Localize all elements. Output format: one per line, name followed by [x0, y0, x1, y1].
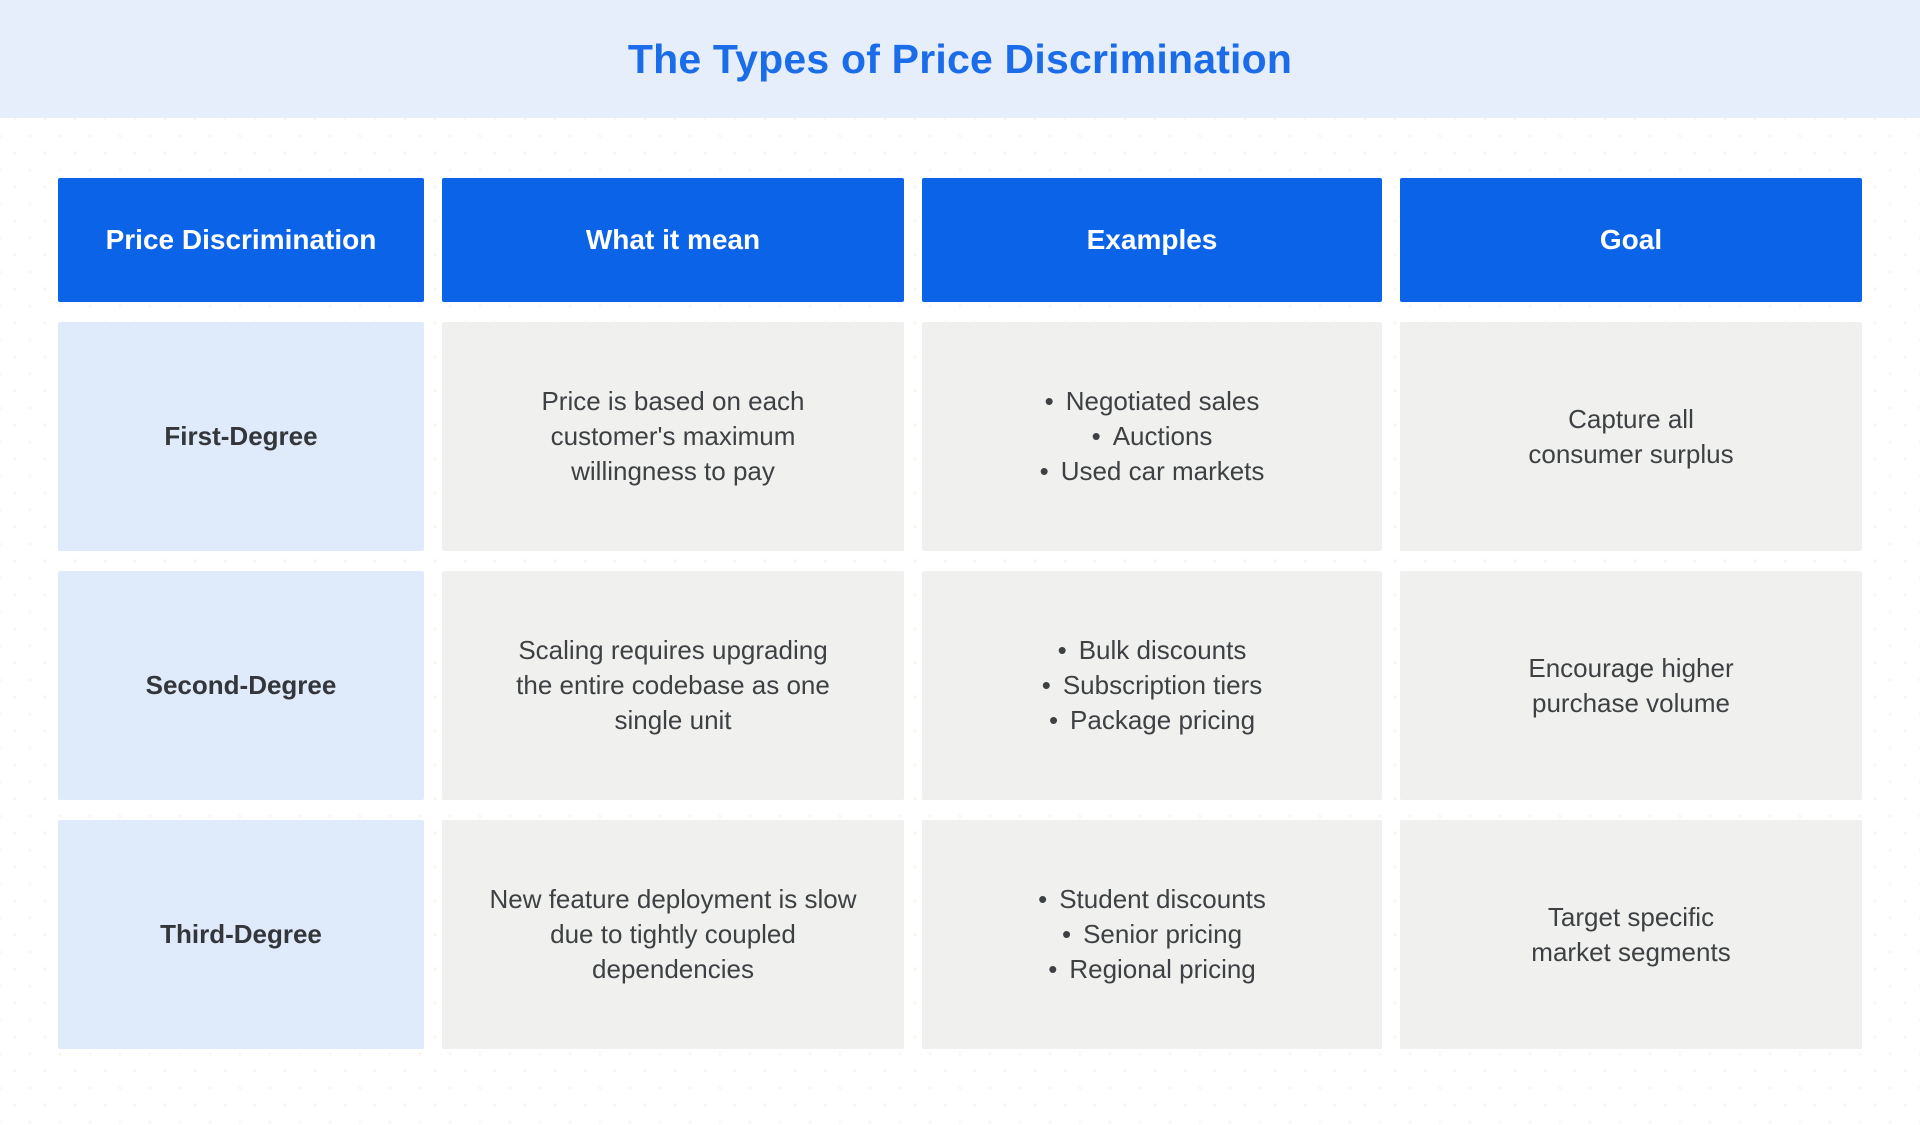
- page-title: The Types of Price Discrimination: [627, 35, 1293, 82]
- example-item: • Negotiated sales: [1045, 384, 1260, 419]
- example-item-label: Negotiated sales: [1065, 386, 1260, 416]
- goal-line: consumer surplus: [1528, 438, 1734, 469]
- examples-cell-third-degree: • Student discounts • Senior pricing • R…: [922, 820, 1382, 1049]
- column-header-goal: Goal: [1400, 178, 1862, 302]
- column-header-label: Price Discrimination: [105, 223, 377, 255]
- example-item: • Auctions: [1092, 419, 1213, 454]
- example-item-label: Student discounts: [1059, 884, 1266, 914]
- bullet-icon: •: [1044, 386, 1054, 416]
- meaning-line: willingness to pay: [571, 456, 775, 486]
- goal-line: Capture all: [1568, 403, 1694, 434]
- goal-line: Target specific: [1547, 901, 1715, 932]
- bullet-icon: •: [1091, 421, 1101, 451]
- examples-cell-second-degree: • Bulk discounts • Subscription tiers • …: [922, 571, 1382, 800]
- row-label-text: First-Degree: [164, 421, 318, 451]
- example-item: • Senior pricing: [1062, 917, 1242, 952]
- goal-line: purchase volume: [1532, 687, 1730, 718]
- goal-cell-third-degree: Target specific market segments: [1400, 820, 1862, 1049]
- meaning-line: due to tightly coupled: [550, 919, 796, 949]
- goal-cell-first-degree: Capture all consumer surplus: [1400, 322, 1862, 551]
- row-label-second-degree: Second-Degree: [58, 571, 424, 800]
- row-label-text: Second-Degree: [145, 670, 337, 700]
- meaning-line: single unit: [614, 705, 732, 735]
- example-item-label: Senior pricing: [1083, 919, 1243, 949]
- column-header-label: Examples: [1086, 223, 1218, 255]
- meaning-cell-first-degree: Price is based on each customer's maximu…: [442, 322, 904, 551]
- row-label-first-degree: First-Degree: [58, 322, 424, 551]
- bullet-icon: •: [1038, 884, 1048, 914]
- example-item-label: Auctions: [1112, 421, 1213, 451]
- column-header-examples: Examples: [922, 178, 1382, 302]
- example-item-label: Bulk discounts: [1078, 635, 1247, 665]
- column-header-price-discrimination: Price Discrimination: [58, 178, 424, 302]
- column-header-label: What it mean: [585, 223, 761, 255]
- example-item: • Bulk discounts: [1058, 633, 1247, 668]
- example-item-label: Subscription tiers: [1062, 670, 1263, 700]
- meaning-line: Scaling requires upgrading: [518, 635, 828, 665]
- goal-line: market segments: [1531, 936, 1731, 967]
- meaning-cell-second-degree: Scaling requires upgrading the entire co…: [442, 571, 904, 800]
- column-header-what-it-mean: What it mean: [442, 178, 904, 302]
- goal-cell-second-degree: Encourage higher purchase volume: [1400, 571, 1862, 800]
- example-item-label: Package pricing: [1070, 705, 1256, 735]
- meaning-line: the entire codebase as one: [516, 670, 830, 700]
- bullet-icon: •: [1048, 954, 1058, 984]
- meaning-cell-third-degree: New feature deployment is slow due to ti…: [442, 820, 904, 1049]
- bullet-icon: •: [1048, 705, 1059, 735]
- example-item-label: Regional pricing: [1069, 954, 1256, 984]
- examples-cell-first-degree: • Negotiated sales • Auctions • Used car…: [922, 322, 1382, 551]
- example-item: • Used car markets: [1040, 454, 1265, 489]
- example-item: • Student discounts: [1038, 882, 1266, 917]
- meaning-line: customer's maximum: [550, 421, 796, 451]
- goal-line: Encourage higher: [1528, 652, 1734, 683]
- meaning-line: dependencies: [592, 954, 754, 984]
- bullet-icon: •: [1057, 635, 1067, 665]
- example-item: • Package pricing: [1049, 703, 1255, 738]
- price-discrimination-table: Price Discrimination What it mean Exampl…: [58, 178, 1862, 1049]
- row-label-text: Third-Degree: [160, 919, 322, 949]
- bullet-icon: •: [1061, 919, 1072, 949]
- example-item: • Regional pricing: [1048, 952, 1256, 987]
- example-item: • Subscription tiers: [1042, 668, 1263, 703]
- bullet-icon: •: [1039, 456, 1049, 486]
- meaning-line: New feature deployment is slow: [489, 884, 857, 914]
- column-header-label: Goal: [1599, 223, 1663, 255]
- row-label-third-degree: Third-Degree: [58, 820, 424, 1049]
- meaning-line: Price is based on each: [541, 386, 805, 416]
- example-item-label: Used car markets: [1060, 456, 1265, 486]
- bullet-icon: •: [1041, 670, 1051, 700]
- title-band: The Types of Price Discrimination: [0, 0, 1920, 118]
